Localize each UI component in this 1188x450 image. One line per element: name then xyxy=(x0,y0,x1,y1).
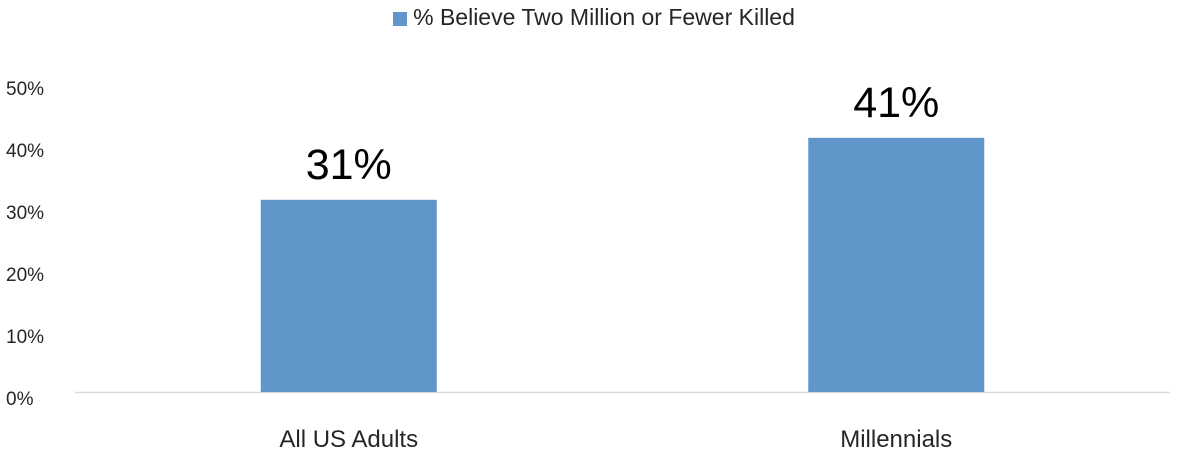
y-tick-label: 50% xyxy=(6,79,44,100)
category-label: Millennials xyxy=(840,426,952,450)
y-tick-label: 0% xyxy=(6,389,34,410)
legend: % Believe Two Million or Fewer Killed xyxy=(0,4,1188,31)
y-tick-label: 20% xyxy=(6,265,44,286)
bar xyxy=(260,199,437,392)
data-label: 31% xyxy=(306,141,392,189)
legend-label: % Believe Two Million or Fewer Killed xyxy=(413,4,795,30)
category-label: All US Adults xyxy=(279,426,418,450)
y-tick-label: 10% xyxy=(6,327,44,348)
data-label: 41% xyxy=(853,79,939,127)
y-tick-label: 40% xyxy=(6,141,44,162)
bar xyxy=(808,137,985,392)
y-tick-label: 30% xyxy=(6,203,44,224)
legend-swatch xyxy=(393,12,408,26)
